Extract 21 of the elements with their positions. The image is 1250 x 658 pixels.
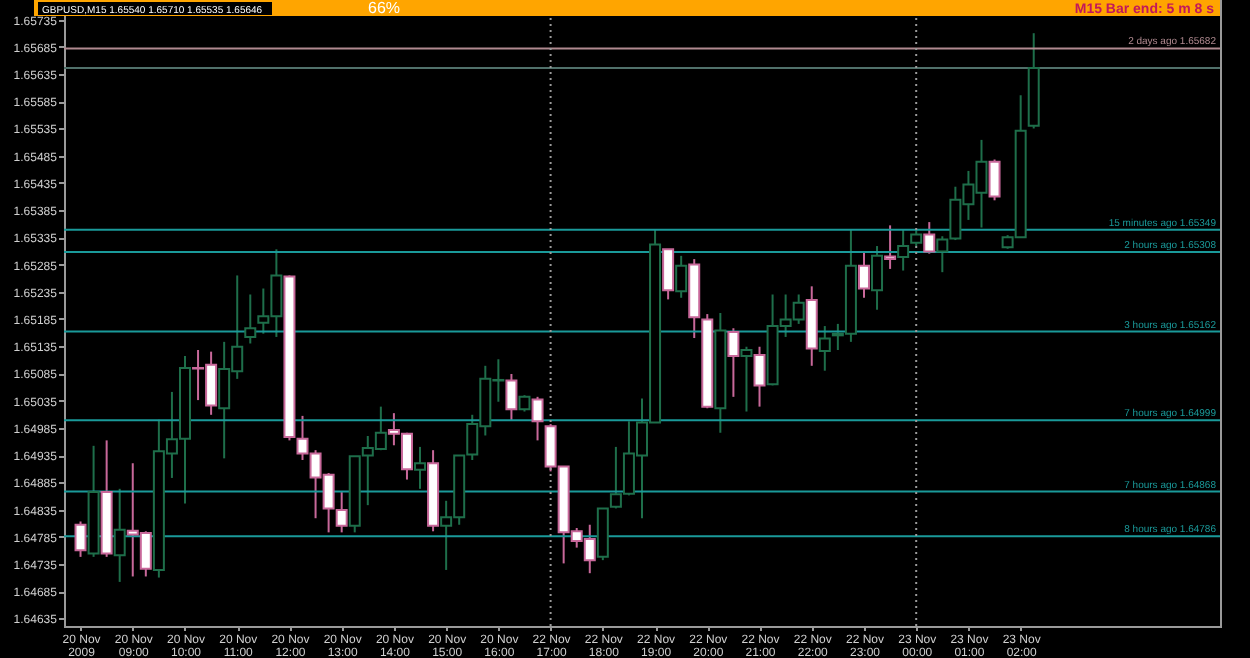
candlestick <box>857 250 870 299</box>
candlestick <box>740 345 753 413</box>
candlestick <box>113 487 126 583</box>
candlestick <box>884 224 897 270</box>
candlestick <box>936 235 949 274</box>
annotation: 66% <box>368 0 401 17</box>
candlestick <box>923 221 936 255</box>
candlestick <box>505 372 518 422</box>
candlestick <box>988 158 1001 202</box>
candlestick <box>818 325 831 372</box>
candlestick <box>244 293 257 345</box>
candlestick <box>74 520 87 558</box>
candlestick <box>531 395 544 442</box>
candlestick <box>871 245 884 311</box>
candlestick <box>675 254 688 299</box>
candlestick <box>335 491 348 534</box>
candlestick <box>727 327 740 398</box>
candlestick <box>662 248 675 301</box>
candlestick <box>414 445 427 490</box>
candlestick <box>897 228 910 272</box>
candlestick <box>753 345 766 408</box>
